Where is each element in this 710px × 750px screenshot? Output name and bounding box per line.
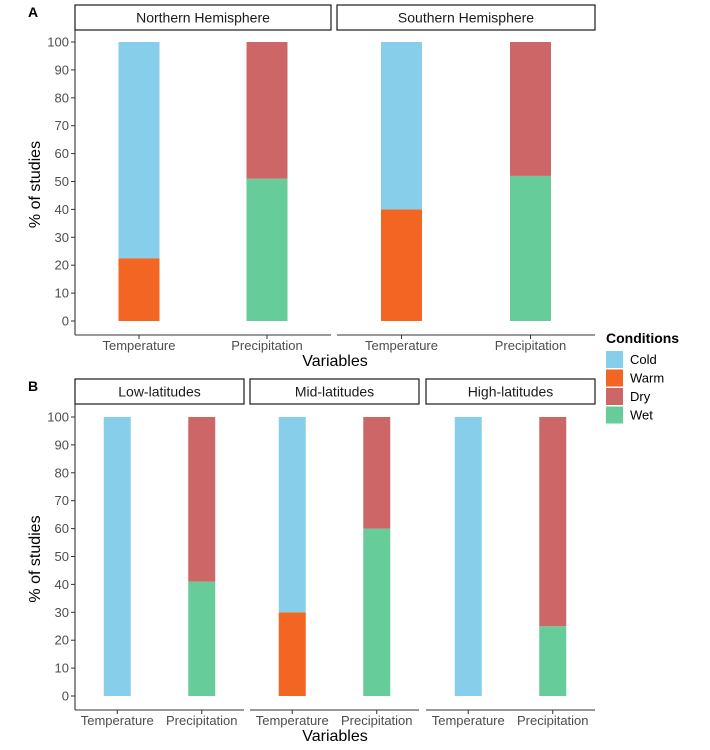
facet-mid-latitudes: Mid-latitudes Temperature Precipitation	[249, 378, 420, 728]
panel-label-a: A	[28, 4, 38, 20]
y-tick-label: 10	[55, 286, 69, 301]
bar-low-latitudes-precipitation-dry	[188, 417, 216, 582]
bar-low-latitudes-precipitation-wet	[188, 581, 216, 696]
y-tick-label: 70	[55, 118, 69, 133]
y-axis-title: % of studies	[27, 515, 44, 602]
y-tick-label: 20	[55, 258, 69, 273]
bar-mid-latitudes-precipitation-dry	[363, 417, 391, 529]
bar-southern-hemisphere-precipitation-dry	[510, 42, 551, 176]
facet-low-latitudes: Low-latitudes Temperature Precipitation	[74, 378, 245, 728]
legend-title: Conditions	[606, 330, 679, 346]
facet-strip	[74, 378, 245, 405]
x-tick-label-precipitation: Precipitation	[166, 713, 238, 728]
facet-strip	[336, 4, 596, 31]
x-tick-label-precipitation: Precipitation	[341, 713, 413, 728]
bar-low-latitudes-temperature-cold	[103, 417, 131, 696]
y-tick-label: 50	[55, 549, 69, 564]
bar-mid-latitudes-temperature-warm	[278, 612, 306, 696]
y-tick-label: 50	[55, 174, 69, 189]
x-tick-label-temperature: Temperature	[432, 713, 505, 728]
facet-high-latitudes: High-latitudes Temperature Precipitation	[425, 378, 596, 728]
y-tick-label: 70	[55, 493, 69, 508]
legend-label-dry: Dry	[630, 389, 651, 404]
x-tick-label-precipitation: Precipitation	[495, 338, 567, 353]
x-tick-label-precipitation: Precipitation	[517, 713, 589, 728]
y-tick-label: 0	[62, 314, 69, 329]
x-tick-label-precipitation: Precipitation	[231, 338, 303, 353]
facet-title-northern-hemisphere: Northern Hemisphere	[136, 10, 270, 26]
x-axis-title: Variables	[302, 728, 368, 745]
facet-southern-hemisphere: Southern Hemisphere Temperature Precipitat…	[336, 4, 596, 353]
legend-label-wet: Wet	[630, 408, 653, 423]
y-tick-label: 80	[55, 465, 69, 480]
legend-label-warm: Warm	[630, 371, 664, 386]
y-tick-label: 60	[55, 521, 69, 536]
y-tick-label: 60	[55, 146, 69, 161]
y-axis-title: % of studies	[27, 141, 44, 228]
y-tick-label: 0	[62, 689, 69, 704]
bar-high-latitudes-temperature-cold	[454, 417, 482, 696]
panel-b: B 0 10 20 30 40 50 60 70 80 90 100 % of studies Low-l…	[27, 378, 596, 745]
legend-swatch-cold	[606, 351, 623, 368]
y-tick-label: 40	[55, 577, 69, 592]
bar-northern-hemisphere-precipitation-dry	[246, 42, 288, 179]
x-tick-label-temperature: Temperature	[103, 338, 176, 353]
facet-title-high-latitudes: High-latitudes	[468, 384, 554, 400]
facet-strip	[249, 378, 420, 405]
y-tick-label: 100	[47, 410, 69, 425]
bar-high-latitudes-precipitation-wet	[539, 626, 567, 696]
legend-swatch-warm	[606, 369, 623, 387]
facet-strip	[74, 4, 332, 31]
bar-high-latitudes-precipitation-dry	[539, 417, 567, 627]
y-tick-label: 90	[55, 437, 69, 452]
panel-label-b: B	[28, 378, 38, 394]
bar-northern-hemisphere-precipitation-wet	[246, 178, 288, 321]
bar-mid-latitudes-temperature-cold	[278, 417, 306, 613]
y-tick-label: 30	[55, 605, 69, 620]
x-tick-label-temperature: Temperature	[81, 713, 154, 728]
facet-title-southern-hemisphere: Southern Hemisphere	[398, 10, 534, 26]
bar-southern-hemisphere-precipitation-wet	[510, 175, 551, 321]
y-tick-label: 80	[55, 90, 69, 105]
legend-swatch-dry	[606, 388, 623, 405]
legend-swatch-wet	[606, 406, 623, 424]
y-tick-label: 10	[55, 661, 69, 676]
x-tick-label-temperature: Temperature	[256, 713, 329, 728]
x-tick-label-temperature: Temperature	[365, 338, 438, 353]
panel-a: A 0 10 20 30 40 50 60 70 80 90 100 % of studies North…	[27, 4, 596, 370]
facet-strip	[425, 378, 596, 405]
legend: Conditions Cold Warm Dry Wet	[606, 330, 679, 424]
x-axis-title: Variables	[302, 353, 368, 370]
y-tick-label: 100	[47, 35, 69, 50]
y-tick-label: 30	[55, 230, 69, 245]
bar-northern-hemisphere-temperature-warm	[118, 258, 160, 321]
y-tick-label: 40	[55, 202, 69, 217]
bar-southern-hemisphere-temperature-cold	[381, 42, 422, 210]
facet-title-mid-latitudes: Mid-latitudes	[295, 384, 374, 400]
facet-northern-hemisphere: Northern Hemisphere Temperature Precipitat…	[74, 4, 332, 353]
legend-label-cold: Cold	[630, 352, 657, 367]
y-tick-label: 90	[55, 62, 69, 77]
facet-title-low-latitudes: Low-latitudes	[118, 384, 201, 400]
bar-northern-hemisphere-temperature-cold	[118, 42, 160, 259]
y-tick-label: 20	[55, 633, 69, 648]
bar-southern-hemisphere-temperature-warm	[381, 209, 422, 321]
bar-mid-latitudes-precipitation-wet	[363, 528, 391, 696]
